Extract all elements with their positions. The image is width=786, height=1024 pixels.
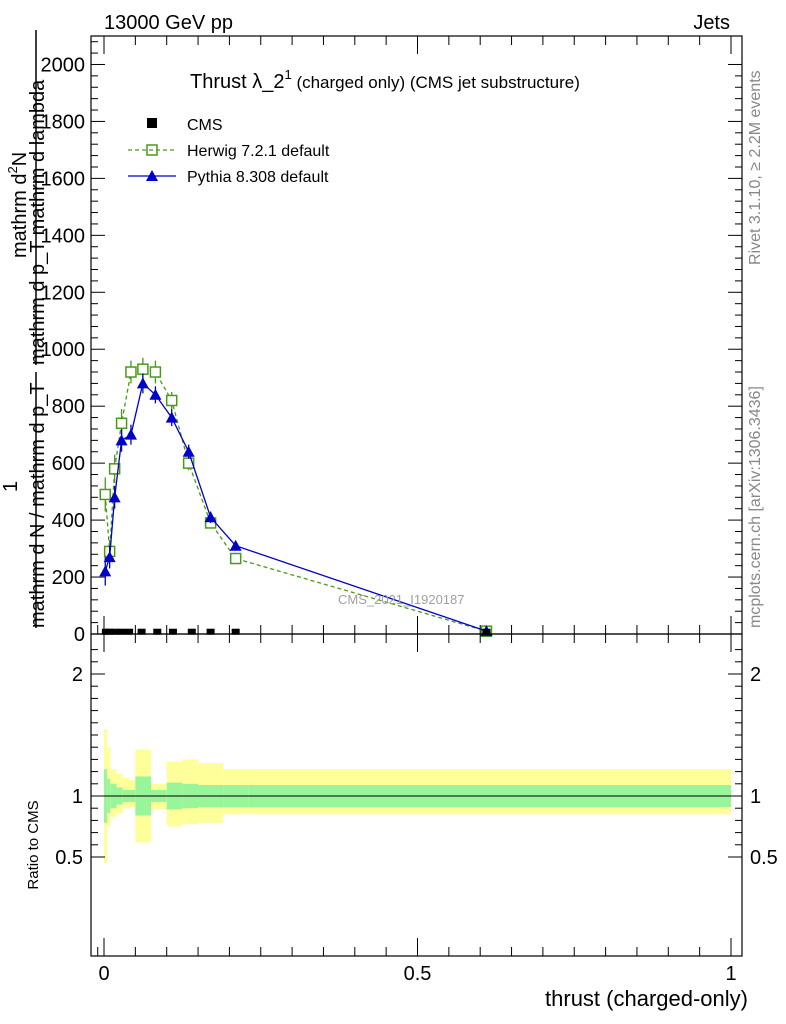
cms-series xyxy=(101,628,491,635)
legend-entry-herwig: Herwig 7.2.1 default xyxy=(128,143,330,160)
y-tick-label: 400 xyxy=(52,510,85,532)
legend-label-cms: CMS xyxy=(187,117,223,134)
y-tick-label: 1800 xyxy=(41,111,86,133)
cms-point xyxy=(125,628,134,635)
pythia-point xyxy=(229,539,242,551)
herwig-point xyxy=(137,363,149,375)
ratio-y-tick-label: 0.5 xyxy=(55,847,83,869)
y-tick-label: 1000 xyxy=(41,339,86,361)
main-y-axis-label: mathrm d2N mathrm d p_T mathrm d lambda … xyxy=(0,30,49,628)
legend-label-herwig: Herwig 7.2.1 default xyxy=(187,143,330,160)
ratio-plot-frame xyxy=(90,633,743,957)
ratio-y-tick-label: 2 xyxy=(72,664,83,686)
x-tick-label: 0.5 xyxy=(404,963,432,985)
y-tick-label: 2000 xyxy=(41,54,86,76)
pythia-point xyxy=(136,377,149,389)
ratio-y-tick-label-right: 0.5 xyxy=(750,847,778,869)
herwig-point xyxy=(165,394,178,407)
herwig-point xyxy=(99,488,112,501)
y-tick-label: 800 xyxy=(52,396,85,418)
title-rest: (charged only) (CMS jet substructure) xyxy=(292,73,580,92)
cms-point xyxy=(206,628,215,635)
ratio-y-ticks: 0.5 0.5 1 1 2 2 xyxy=(55,649,778,869)
y-tick-label: 600 xyxy=(52,453,85,475)
pythia-point xyxy=(149,388,162,400)
ylabel-bottom: mathrm d N / mathrm d p_T xyxy=(27,382,49,628)
main-x-ticks xyxy=(97,36,732,634)
cms-point xyxy=(482,628,491,635)
title-superscript: 1 xyxy=(284,67,291,82)
analysis-watermark: CMS_2021_I1920187 xyxy=(338,592,465,607)
cms-point xyxy=(153,628,162,635)
y-tick-label: 0 xyxy=(74,624,85,646)
y-tick-label: 200 xyxy=(52,567,85,589)
herwig-point xyxy=(149,366,162,378)
legend-entry-pythia: Pythia 8.308 default xyxy=(128,169,329,186)
y-tick-label: 1600 xyxy=(41,168,86,190)
x-tick-label: 1 xyxy=(725,963,736,985)
ratio-y-tick-label: 1 xyxy=(72,786,83,808)
herwig-point xyxy=(229,552,242,565)
y-tick-label: 1400 xyxy=(41,225,86,247)
legend: CMS Herwig 7.2.1 default Pythia 8.308 de… xyxy=(128,117,330,186)
pythia-point xyxy=(99,565,112,577)
pythia-point xyxy=(204,511,217,523)
cms-point xyxy=(168,628,177,635)
ratio-y-tick-label-right: 2 xyxy=(750,664,761,686)
main-plot-panel: 0 200 400 600 800 1000 1200 1400 1600 1800 2000 xyxy=(41,35,743,646)
ratio-y-axis-label: Ratio to CMS xyxy=(25,800,42,889)
pythia-point xyxy=(165,411,178,423)
cms-point xyxy=(117,628,126,635)
header-process-label: Jets xyxy=(693,12,730,34)
cms-point xyxy=(105,628,114,635)
x-tick-label: 0 xyxy=(98,963,109,985)
ylabel-top: mathrm d xyxy=(9,174,31,258)
rivet-version-label: Rivet 3.1.10, ≥ 2.2M events xyxy=(747,70,764,265)
herwig-point xyxy=(115,417,128,430)
cms-point xyxy=(137,628,146,635)
ratio-plot-panel: 0 0.5 10.5 0.51 12 2 xyxy=(55,633,778,985)
plot-title: Thrust λ_21 (charged only) (CMS jet subs… xyxy=(190,67,580,93)
legend-entry-cms: CMS xyxy=(147,117,223,134)
ylabel-one: 1 xyxy=(0,481,22,492)
cms-point xyxy=(187,628,196,635)
ratio-y-tick-label-right: 1 xyxy=(750,786,761,808)
pythia-point xyxy=(103,551,116,563)
cms-point xyxy=(231,628,240,635)
mcplots-label: mcplots.cern.ch [arXiv:1306.3436] xyxy=(747,386,764,628)
ratio-x-ticks: 0 0.5 1 xyxy=(97,634,737,985)
title-main: Thrust λ_2 xyxy=(190,71,284,93)
herwig-point xyxy=(125,366,137,378)
pythia-point xyxy=(108,491,121,503)
ylabel-top-rest: N xyxy=(9,152,31,166)
pythia-point xyxy=(124,428,137,440)
herwig-point xyxy=(108,463,121,475)
legend-label-pythia: Pythia 8.308 default xyxy=(187,169,329,186)
cms-point xyxy=(111,628,120,635)
svg-text:mathrm d2N: mathrm d2N xyxy=(5,152,31,258)
header-energy-label: 13000 GeV pp xyxy=(104,12,233,34)
x-axis-label: thrust (charged-only) xyxy=(545,986,748,1011)
herwig-line xyxy=(104,368,487,632)
pythia-point xyxy=(115,434,128,446)
y-tick-label: 1200 xyxy=(41,282,86,304)
pythia-point xyxy=(182,445,195,457)
ylabel-top-superscript: 2 xyxy=(5,166,20,173)
ylabel-fraction-denominator: mathrm d p_T mathrm d lambda xyxy=(27,79,49,365)
main-y-ticks: 0 200 400 600 800 1000 1200 1400 1600 1800 2000 xyxy=(41,41,742,646)
